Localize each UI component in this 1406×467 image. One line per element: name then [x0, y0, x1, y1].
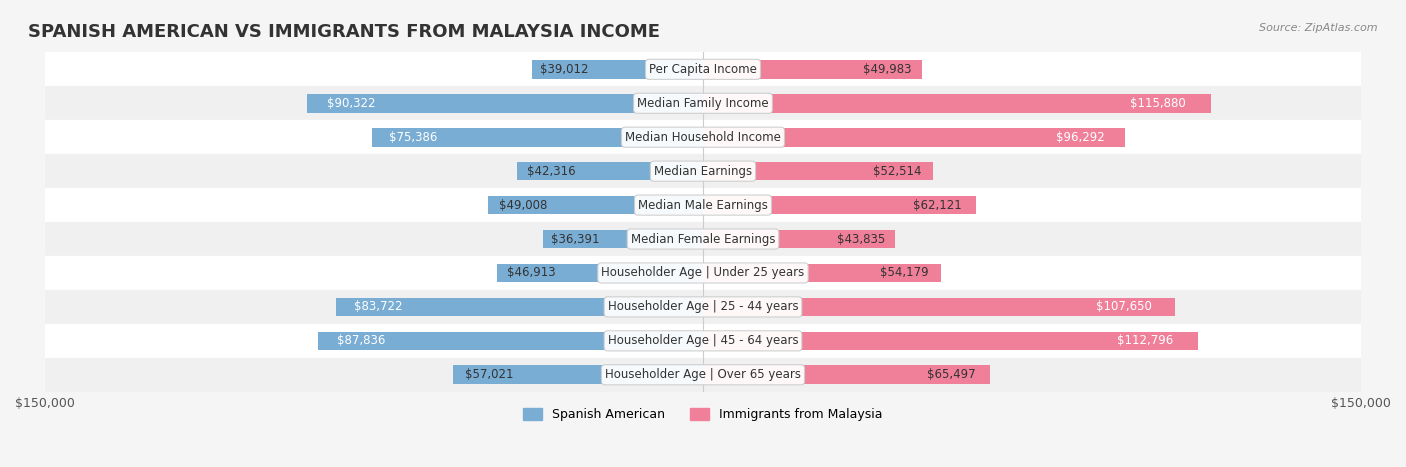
Bar: [543, 230, 703, 248]
Bar: [531, 60, 703, 78]
Text: Median Earnings: Median Earnings: [654, 165, 752, 177]
Bar: [703, 94, 1212, 113]
Bar: [703, 332, 1198, 350]
Text: Median Family Income: Median Family Income: [637, 97, 769, 110]
Text: $42,316: $42,316: [527, 165, 575, 177]
Bar: [703, 230, 896, 248]
Text: $75,386: $75,386: [389, 131, 437, 144]
Text: $43,835: $43,835: [838, 233, 886, 246]
Bar: [453, 366, 703, 384]
Text: $57,021: $57,021: [465, 368, 513, 381]
Bar: [45, 256, 1361, 290]
Bar: [703, 297, 1175, 316]
Bar: [488, 196, 703, 214]
Bar: [703, 162, 934, 180]
Text: $62,121: $62,121: [912, 198, 962, 212]
Bar: [45, 324, 1361, 358]
Bar: [45, 358, 1361, 392]
Text: $87,836: $87,836: [337, 334, 385, 347]
Text: $112,796: $112,796: [1116, 334, 1173, 347]
Text: $46,913: $46,913: [508, 267, 557, 279]
Text: Median Male Earnings: Median Male Earnings: [638, 198, 768, 212]
Bar: [703, 60, 922, 78]
Text: $52,514: $52,514: [873, 165, 922, 177]
Bar: [703, 128, 1125, 147]
Bar: [45, 154, 1361, 188]
Text: Householder Age | 25 - 44 years: Householder Age | 25 - 44 years: [607, 300, 799, 313]
Text: Householder Age | Under 25 years: Householder Age | Under 25 years: [602, 267, 804, 279]
Bar: [703, 366, 990, 384]
Bar: [373, 128, 703, 147]
Text: Median Household Income: Median Household Income: [626, 131, 780, 144]
Bar: [45, 188, 1361, 222]
Text: $39,012: $39,012: [540, 63, 589, 76]
Bar: [45, 86, 1361, 120]
Bar: [703, 264, 941, 282]
Text: $96,292: $96,292: [1056, 131, 1104, 144]
Text: Median Female Earnings: Median Female Earnings: [631, 233, 775, 246]
Text: $83,722: $83,722: [354, 300, 402, 313]
Bar: [307, 94, 703, 113]
Text: $115,880: $115,880: [1130, 97, 1185, 110]
Text: $90,322: $90,322: [326, 97, 375, 110]
Bar: [45, 52, 1361, 86]
Bar: [45, 222, 1361, 256]
Text: $36,391: $36,391: [551, 233, 600, 246]
Text: $65,497: $65,497: [928, 368, 976, 381]
Text: $49,983: $49,983: [863, 63, 911, 76]
Text: Householder Age | Over 65 years: Householder Age | Over 65 years: [605, 368, 801, 381]
Bar: [45, 120, 1361, 154]
Bar: [498, 264, 703, 282]
Bar: [517, 162, 703, 180]
Bar: [336, 297, 703, 316]
Bar: [318, 332, 703, 350]
Bar: [703, 196, 976, 214]
Text: $107,650: $107,650: [1095, 300, 1152, 313]
Bar: [45, 290, 1361, 324]
Text: SPANISH AMERICAN VS IMMIGRANTS FROM MALAYSIA INCOME: SPANISH AMERICAN VS IMMIGRANTS FROM MALA…: [28, 23, 661, 42]
Legend: Spanish American, Immigrants from Malaysia: Spanish American, Immigrants from Malays…: [519, 403, 887, 426]
Text: $49,008: $49,008: [499, 198, 547, 212]
Text: Householder Age | 45 - 64 years: Householder Age | 45 - 64 years: [607, 334, 799, 347]
Text: Source: ZipAtlas.com: Source: ZipAtlas.com: [1260, 23, 1378, 33]
Text: Per Capita Income: Per Capita Income: [650, 63, 756, 76]
Text: $54,179: $54,179: [880, 267, 929, 279]
